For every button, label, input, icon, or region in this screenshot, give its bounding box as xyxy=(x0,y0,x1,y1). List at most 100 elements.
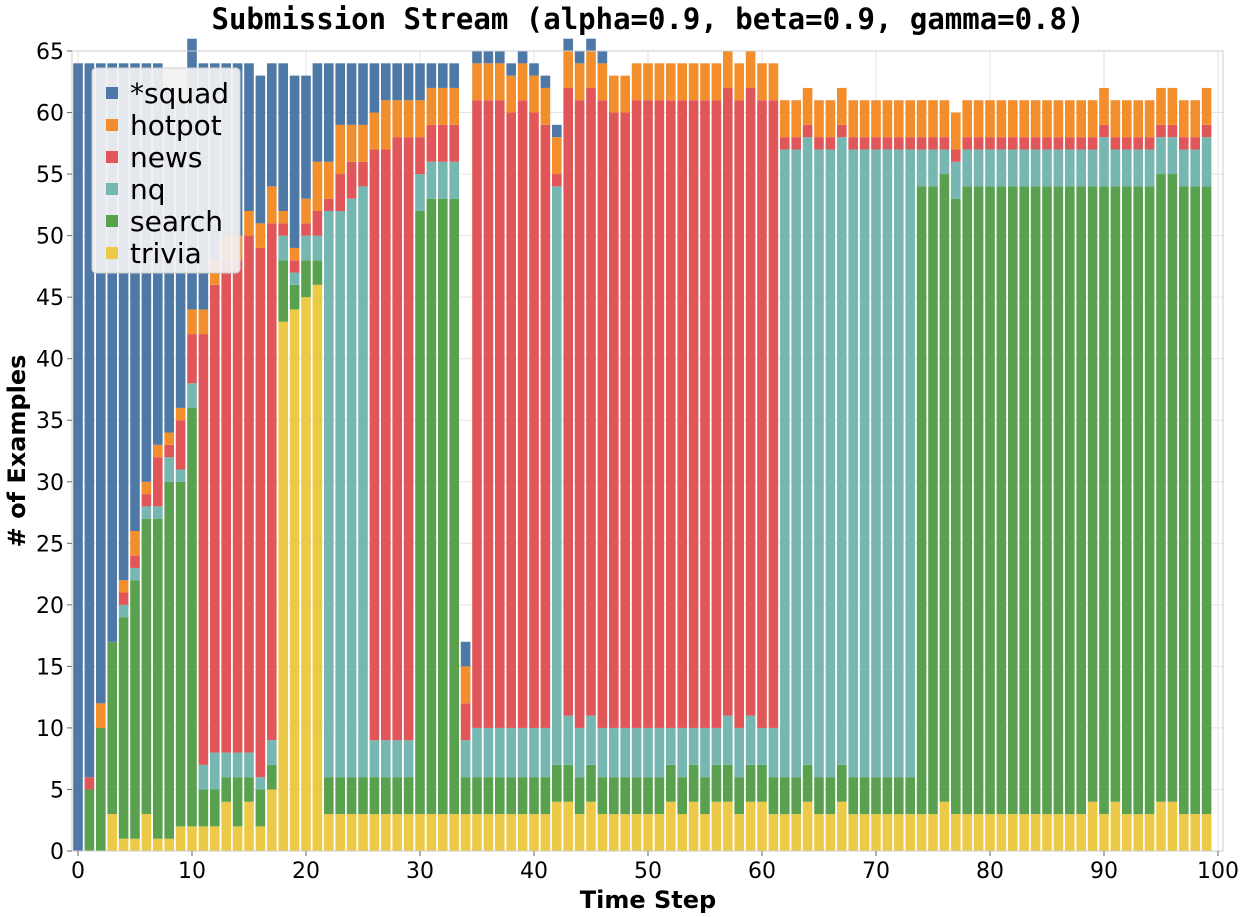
bar-segment xyxy=(289,75,300,248)
bar-segment xyxy=(1179,100,1189,138)
bar-segment xyxy=(985,186,995,815)
bar-segment xyxy=(609,814,619,851)
bar-segment xyxy=(700,727,710,778)
bar-segment xyxy=(289,247,300,261)
bar-segment xyxy=(802,801,813,851)
bar-segment xyxy=(1019,186,1029,815)
y-tick-label: 30 xyxy=(36,471,64,496)
bar-segment xyxy=(358,161,368,187)
bar-segment xyxy=(244,235,254,753)
bar-segment xyxy=(301,297,311,851)
bar-segment xyxy=(609,777,619,815)
bar-segment xyxy=(1076,137,1086,150)
bar-segment xyxy=(346,63,357,125)
bar-segment xyxy=(1065,100,1075,138)
bar-segment xyxy=(814,149,824,778)
bar-segment xyxy=(1156,137,1166,175)
bar-segment xyxy=(1122,814,1132,851)
bar-segment xyxy=(666,100,676,728)
bar-segment xyxy=(529,727,539,778)
bar-segment xyxy=(1099,124,1109,138)
bar-segment xyxy=(825,137,836,150)
bar-segment xyxy=(438,161,448,199)
bar-segment xyxy=(324,63,334,162)
bar-segment xyxy=(962,100,972,138)
bar-segment xyxy=(1030,137,1041,150)
bar-segment xyxy=(210,284,220,753)
legend-label: hotpot xyxy=(130,109,222,142)
bar-segment xyxy=(586,764,596,802)
bar-segment xyxy=(1133,100,1143,138)
bar-segment xyxy=(1053,186,1064,815)
bar-segment xyxy=(540,87,551,125)
bar-segment xyxy=(859,137,870,150)
bar-segment xyxy=(1042,137,1052,150)
bar-segment xyxy=(643,777,653,815)
x-tick-label: 100 xyxy=(1197,859,1239,884)
bar-segment xyxy=(1076,149,1086,187)
bar-segment xyxy=(96,703,106,728)
bar-segment xyxy=(335,777,345,815)
bar-segment xyxy=(529,63,539,76)
bar-segment xyxy=(1042,186,1052,815)
bar-segment xyxy=(289,272,300,285)
bar-segment xyxy=(118,592,129,605)
bar-segment xyxy=(289,284,300,310)
bar-segment xyxy=(552,801,562,851)
bar-segment xyxy=(335,174,345,211)
bar-segment xyxy=(1167,137,1178,175)
bar-segment xyxy=(244,777,254,802)
bar-segment xyxy=(1133,186,1143,815)
bar-segment xyxy=(529,75,539,113)
bar-segment xyxy=(369,814,380,851)
bar-segment xyxy=(472,727,482,778)
bars xyxy=(73,38,1212,852)
legend-label: search xyxy=(130,205,223,238)
bar-segment xyxy=(449,87,459,125)
bar-segment xyxy=(916,149,927,187)
bar-segment xyxy=(403,100,414,138)
bar-segment xyxy=(1042,814,1052,851)
bar-segment xyxy=(1030,186,1041,815)
bar-segment xyxy=(1030,149,1041,187)
bar-segment xyxy=(301,198,311,224)
bar-segment xyxy=(620,112,630,728)
bar-segment xyxy=(791,814,801,851)
bar-segment xyxy=(1201,137,1212,187)
bar-segment xyxy=(563,764,573,802)
bar-segment xyxy=(848,777,858,815)
bar-segment xyxy=(597,51,608,64)
bar-segment xyxy=(517,63,528,101)
bar-segment xyxy=(985,149,995,187)
bar-segment xyxy=(426,63,437,88)
bar-segment xyxy=(859,149,870,778)
y-tick-label: 45 xyxy=(36,286,64,311)
bar-segment xyxy=(688,801,699,851)
x-tick-label: 40 xyxy=(520,859,548,884)
bar-segment xyxy=(472,814,482,851)
bar-segment xyxy=(335,63,345,125)
bar-segment xyxy=(301,260,311,298)
bar-segment xyxy=(723,87,733,716)
legend-swatch xyxy=(106,183,118,195)
bar-segment xyxy=(939,801,950,851)
bar-segment xyxy=(1099,137,1109,187)
bar-segment xyxy=(574,63,585,101)
bar-segment xyxy=(711,801,722,851)
bar-segment xyxy=(597,777,608,815)
bar-segment xyxy=(1144,100,1155,138)
bar-segment xyxy=(141,481,152,495)
bar-segment xyxy=(916,100,927,138)
bar-segment xyxy=(84,63,95,778)
bar-segment xyxy=(187,826,197,851)
bar-segment xyxy=(1087,186,1098,802)
bar-segment xyxy=(609,727,619,778)
bar-segment xyxy=(346,124,357,162)
bar-segment xyxy=(392,137,402,741)
bar-segment xyxy=(631,727,642,778)
bar-segment xyxy=(654,777,665,815)
bar-segment xyxy=(586,715,596,765)
bar-segment xyxy=(118,63,129,581)
bar-segment xyxy=(118,617,129,839)
bar-segment xyxy=(791,100,801,138)
